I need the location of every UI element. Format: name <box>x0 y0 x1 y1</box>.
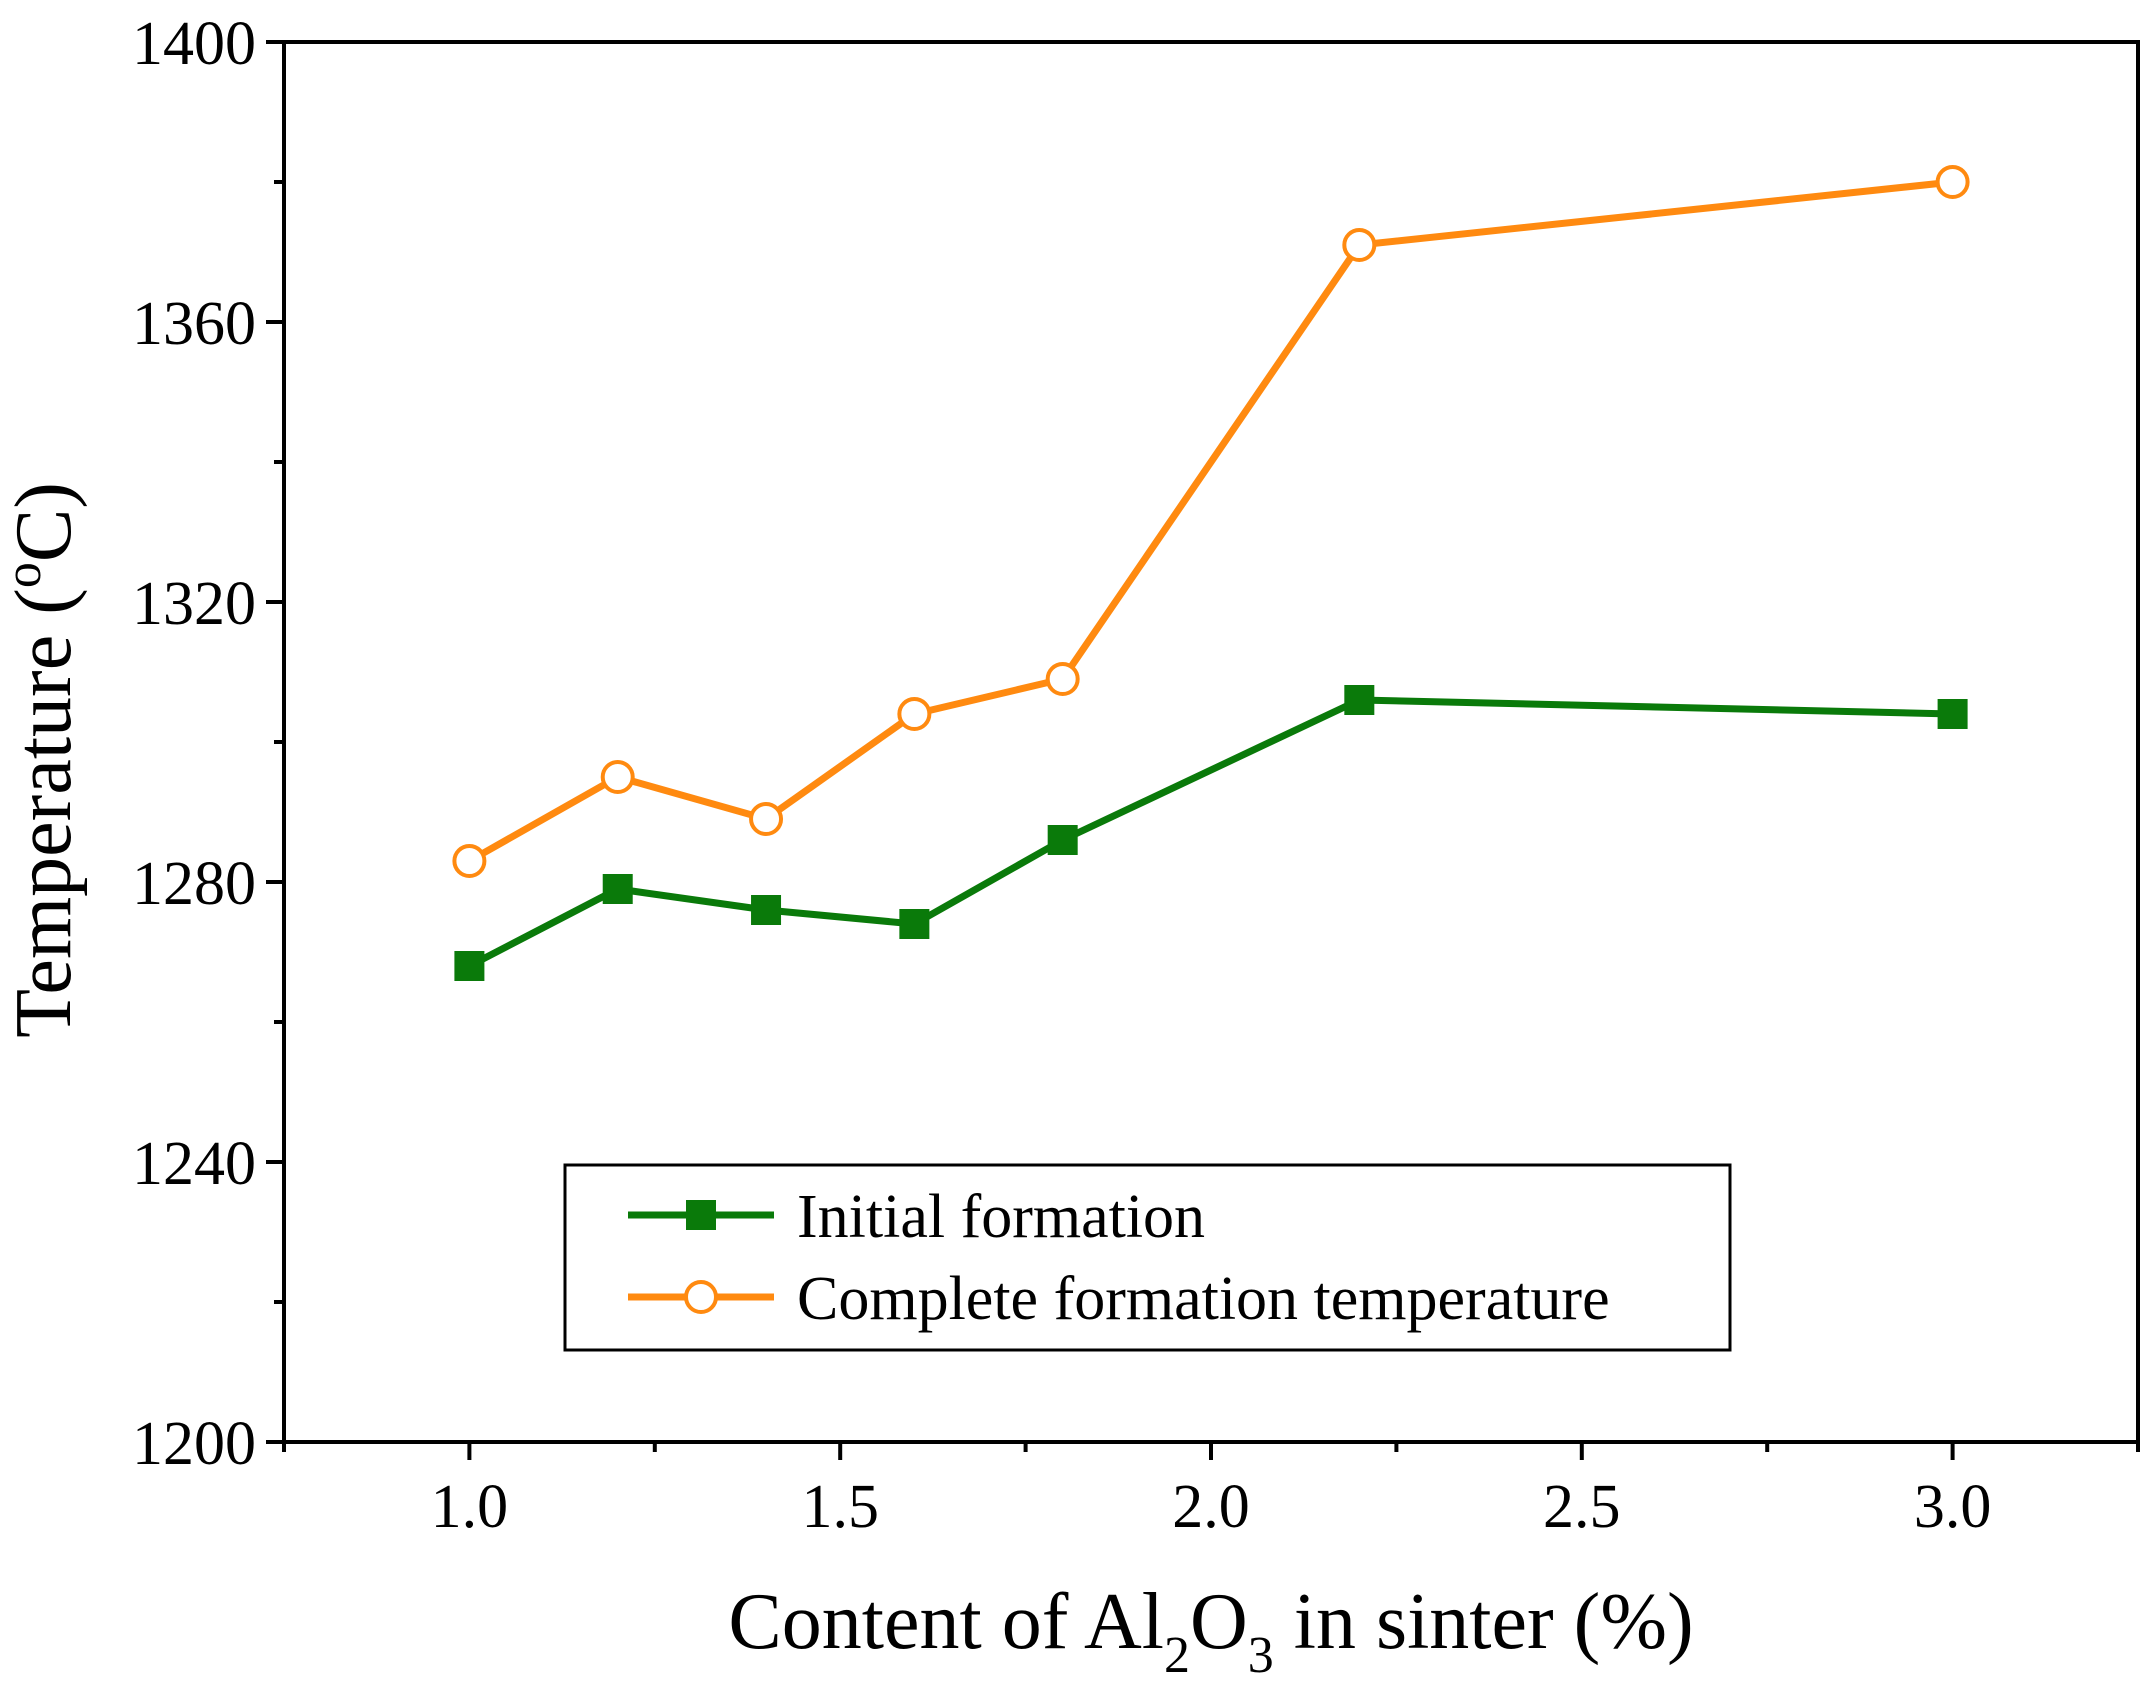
x-axis-title-prefix: Content of Al <box>728 1578 1164 1666</box>
legend-label-initial: Initial formation <box>797 1183 1205 1251</box>
data-point-complete <box>897 697 932 731</box>
y-tick-label: 1200 <box>132 1410 256 1478</box>
x-axis-title-sub2: 3 <box>1248 1627 1274 1682</box>
legend-marker-initial <box>686 1200 716 1230</box>
y-tick-label: 1400 <box>132 10 256 78</box>
data-point-initial <box>454 951 485 981</box>
legend-label-complete: Complete formation temperature <box>797 1265 1610 1333</box>
y-tick-label: 1320 <box>132 570 256 638</box>
y-axis-title-sup: o <box>0 562 52 588</box>
y-tick-label: 1280 <box>132 850 256 918</box>
series-layer <box>452 165 1970 981</box>
x-axis-title-sub1: 2 <box>1164 1627 1190 1682</box>
x-tick-label: 3.0 <box>1914 1473 1992 1541</box>
y-axis-title-prefix: Temperature ( <box>0 588 88 1038</box>
x-tick-label: 2.5 <box>1543 1473 1621 1541</box>
data-point-complete <box>1045 662 1080 696</box>
data-point-complete <box>1935 165 1970 199</box>
y-tick-label: 1240 <box>132 1130 256 1198</box>
data-point-initial <box>1344 685 1375 715</box>
data-point-initial <box>751 895 782 925</box>
legend-box <box>563 1163 1732 1352</box>
data-point-initial <box>1047 825 1078 855</box>
y-tick-label: 1360 <box>132 290 256 358</box>
y-axis-title: Temperature (oC) <box>0 482 88 1038</box>
legend: Initial formation Complete formation tem… <box>563 1163 1732 1352</box>
data-point-initial <box>899 909 930 939</box>
x-tick-label: 2.0 <box>1172 1473 1250 1541</box>
legend-marker-complete <box>684 1280 718 1314</box>
x-axis-title-suffix: in sinter (%) <box>1274 1578 1694 1666</box>
data-point-initial <box>602 874 633 904</box>
y-axis-title-suffix: C) <box>0 482 88 562</box>
x-tick-label: 1.5 <box>801 1473 879 1541</box>
x-tick-label: 1.0 <box>431 1473 509 1541</box>
x-axis-title-mid: O <box>1190 1578 1248 1666</box>
x-axis-title: Content of Al2O3 in sinter (%) <box>728 1578 1693 1682</box>
data-point-complete <box>452 844 487 878</box>
data-point-complete <box>1342 228 1377 262</box>
data-point-complete <box>600 760 635 794</box>
ticks-layer: 1200 1240 1280 1320 1360 1400 1.0 1.5 2.0 2.5 3.0 <box>132 10 2140 1541</box>
data-point-initial <box>1937 699 1968 729</box>
data-point-complete <box>749 802 784 836</box>
